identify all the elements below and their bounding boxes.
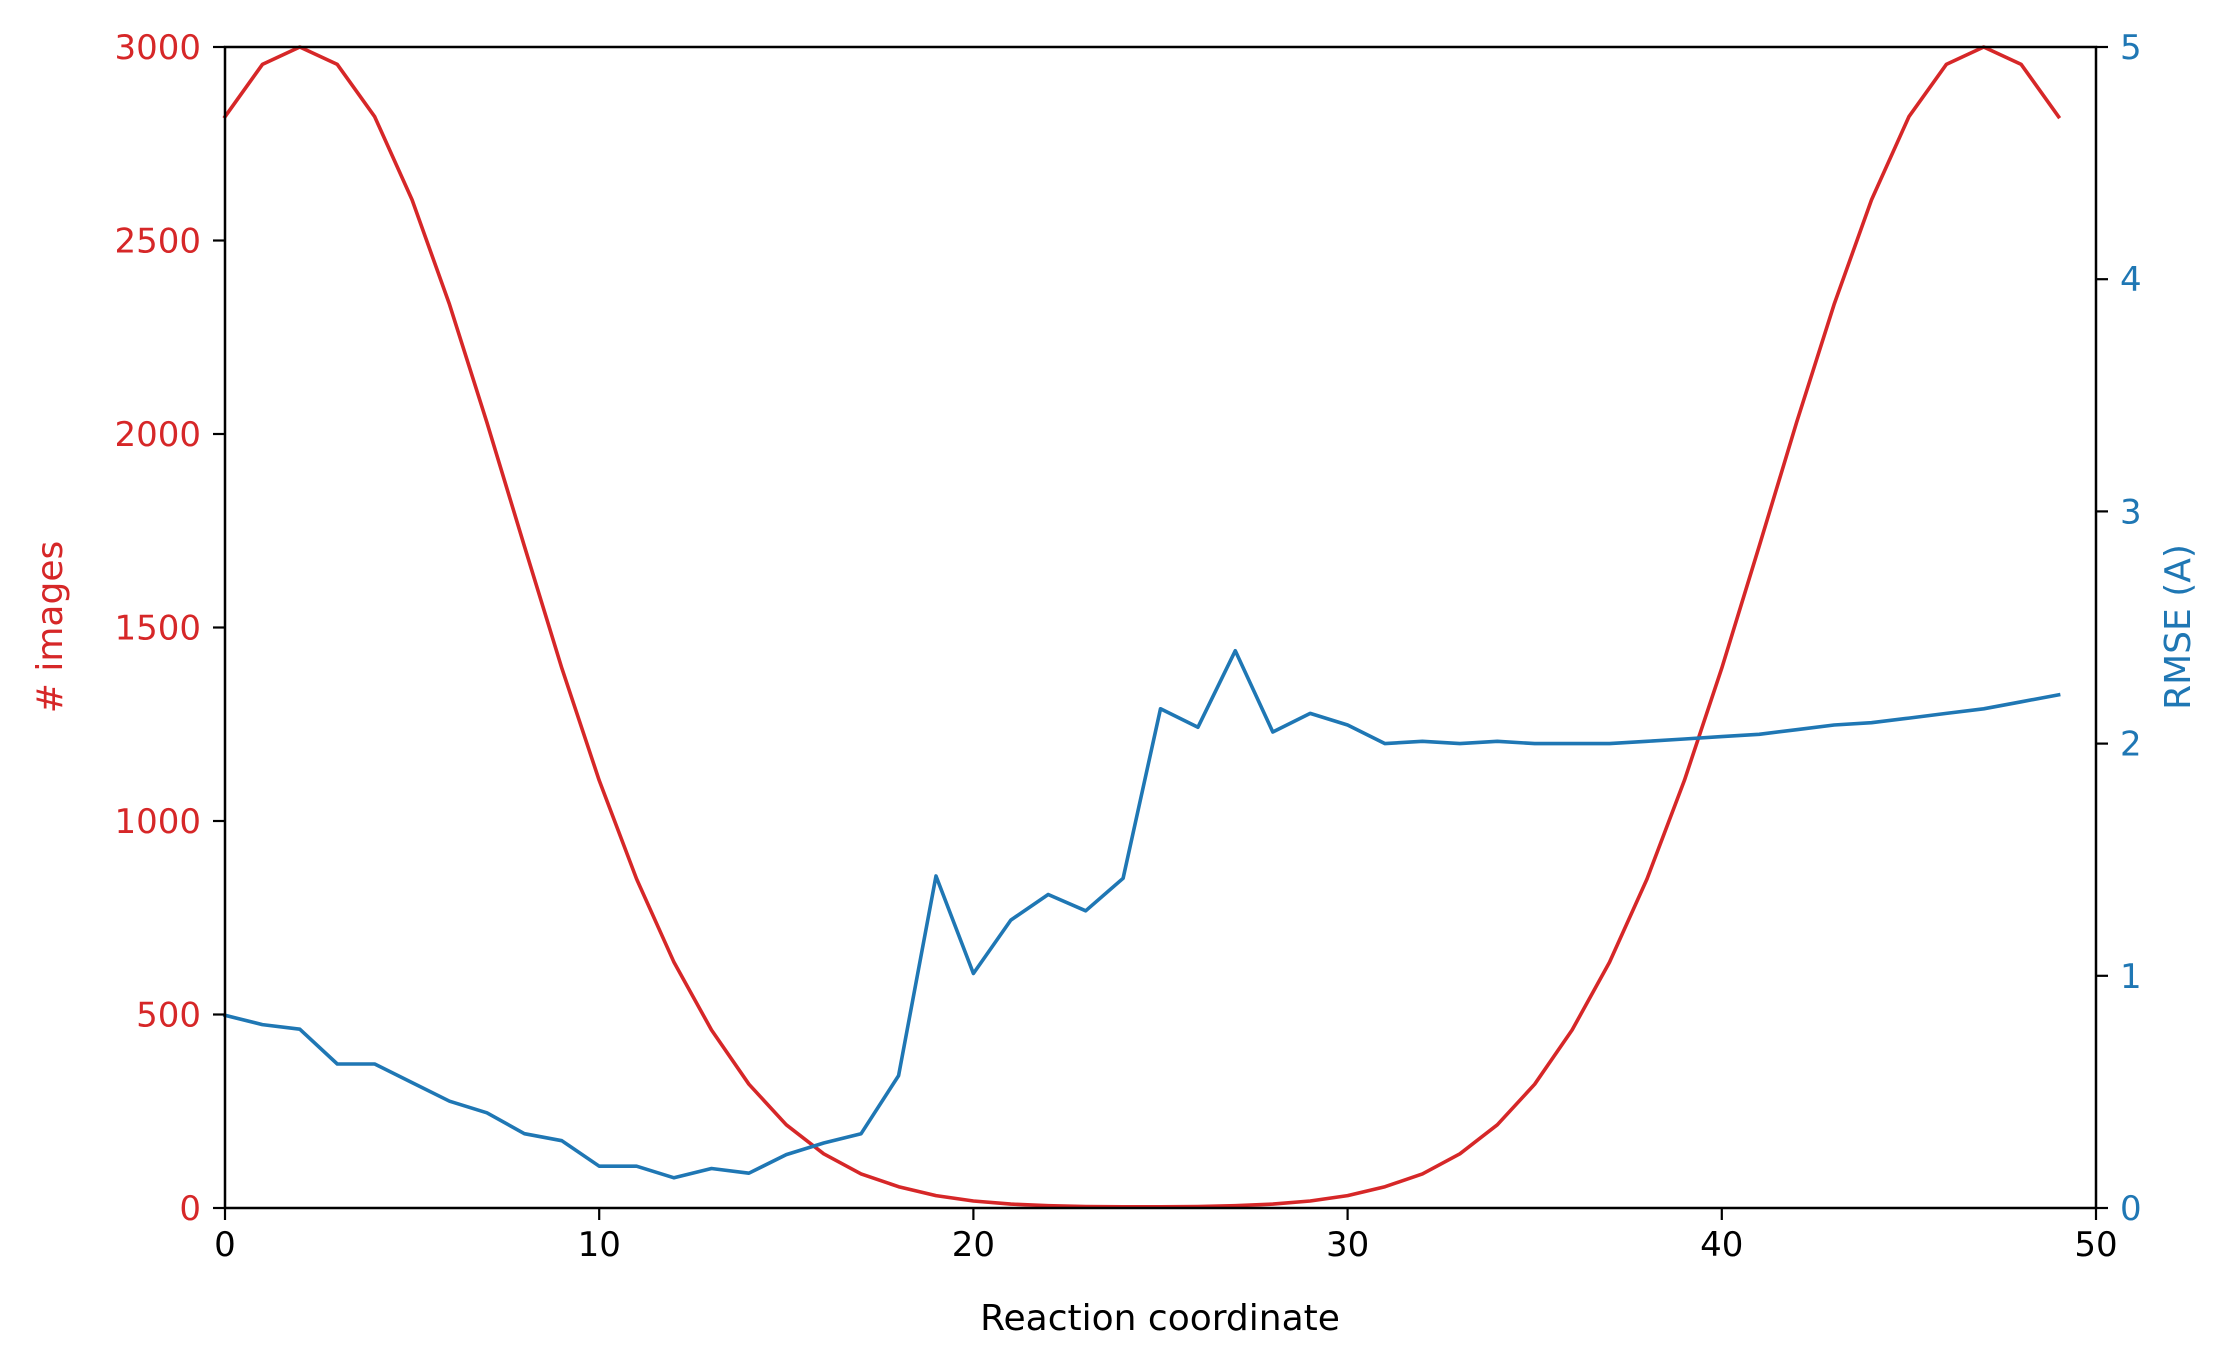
y-left-tick-label: 500 (136, 996, 201, 1036)
y-left-tick-label: 2500 (114, 222, 201, 262)
y-left-tick-label: 3000 (114, 28, 201, 68)
y-left-tick-label: 1500 (114, 609, 201, 649)
rmse-series-line (222, 648, 2061, 1180)
y-right-tick-label: 3 (2120, 492, 2142, 532)
y-right-tick-label: 0 (2120, 1189, 2142, 1229)
y-left-tick-label: 0 (179, 1189, 201, 1229)
x-tick-label: 30 (1326, 1225, 1369, 1265)
y-right-axis-title: RMSE (A) (2158, 544, 2199, 710)
plot-frame (223, 45, 2098, 1210)
x-tick-label: 40 (1700, 1225, 1743, 1265)
y-right-tick-label: 1 (2120, 957, 2142, 997)
y-left-tick-label: 1000 (114, 802, 201, 842)
y-left-axis-title: # images (30, 541, 71, 714)
y-right-tick-label: 4 (2120, 260, 2142, 300)
y-right-tick-label: 5 (2120, 28, 2142, 68)
images-series-line (222, 45, 2062, 1209)
y-right-tick-label: 2 (2120, 725, 2142, 765)
x-axis-title: Reaction coordinate (980, 1298, 1340, 1339)
x-tick-label: 50 (2074, 1225, 2117, 1265)
x-tick-label: 20 (952, 1225, 995, 1265)
x-tick-label: 0 (214, 1225, 236, 1265)
y-left-tick-label: 2000 (114, 415, 201, 455)
x-tick-label: 10 (578, 1225, 621, 1265)
